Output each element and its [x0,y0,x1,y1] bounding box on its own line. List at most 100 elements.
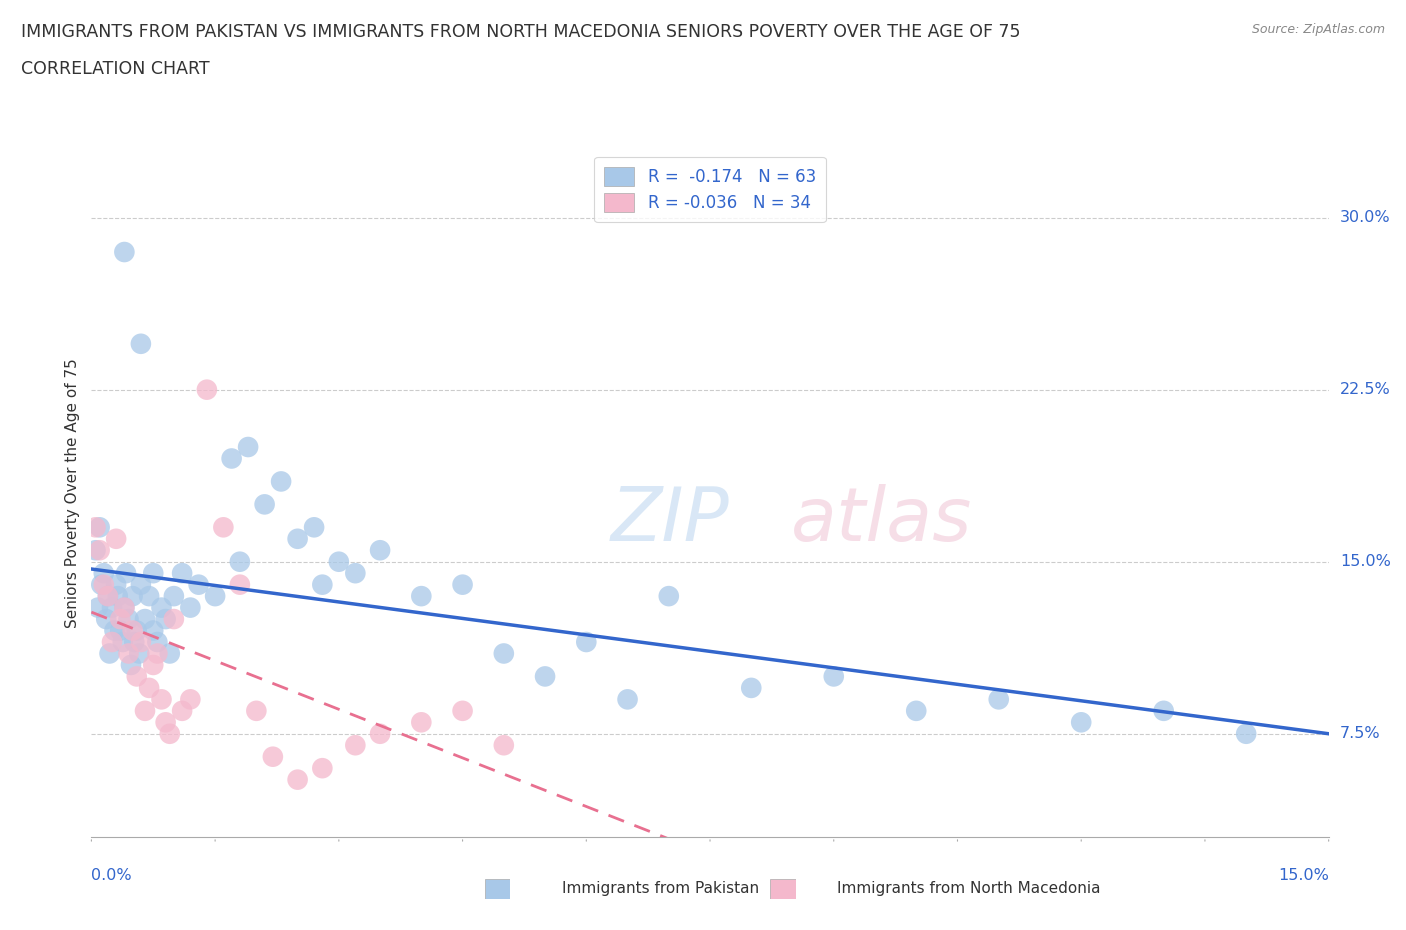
Point [97,589,120,604]
Point [155,715,177,730]
Point [368,726,391,741]
Point [142,565,165,580]
Point [112,600,135,615]
Point [328,554,350,569]
Point [93,565,115,580]
Point [89,520,111,535]
Point [492,646,515,661]
Point [112,245,135,259]
Point [128,646,150,661]
Point [98,646,121,661]
Point [146,634,169,649]
Point [84,520,107,535]
Text: 22.5%: 22.5% [1340,382,1391,397]
Point [159,726,181,741]
Point [229,578,252,592]
Point [311,578,333,592]
Point [1070,715,1092,730]
Point [163,612,186,627]
Point [129,337,152,352]
Point [270,474,292,489]
Point [179,600,201,615]
Point [124,634,146,649]
Point [204,589,226,604]
Point [90,578,112,592]
Point [107,589,129,604]
Point [616,692,638,707]
Point [740,681,762,696]
Text: Source: ZipAtlas.com: Source: ZipAtlas.com [1251,23,1385,36]
Point [253,497,276,512]
Text: 15.0%: 15.0% [1340,554,1391,569]
Point [287,772,309,787]
Point [96,612,118,627]
Point [111,634,134,649]
Point [411,715,433,730]
Point [110,612,132,627]
Text: CORRELATION CHART: CORRELATION CHART [21,60,209,78]
Point [187,578,209,592]
Point [120,658,142,672]
Point [229,554,252,569]
Point [129,634,152,649]
Text: 30.0%: 30.0% [1340,210,1391,225]
Point [172,565,194,580]
Point [1153,703,1175,718]
Point [89,543,111,558]
Point [115,565,138,580]
Point [117,612,139,627]
Point [125,623,148,638]
Point [245,703,267,718]
Point [195,382,218,397]
Point [823,669,845,684]
Point [110,623,132,638]
Point [112,600,135,615]
Text: Immigrants from Pakistan: Immigrants from Pakistan [562,881,759,896]
Y-axis label: Seniors Poverty Over the Age of 75: Seniors Poverty Over the Age of 75 [65,358,80,628]
Point [905,703,928,718]
Point [125,669,148,684]
Point [138,681,160,696]
Point [163,589,186,604]
Point [150,600,173,615]
Text: Immigrants from North Macedonia: Immigrants from North Macedonia [837,881,1099,896]
Point [103,623,125,638]
Point [93,578,115,592]
Text: 15.0%: 15.0% [1278,868,1329,883]
Point [105,531,128,546]
Point [658,589,681,604]
Point [138,589,160,604]
Point [117,646,139,661]
Point [101,634,124,649]
Point [311,761,333,776]
Point [262,750,284,764]
Text: 0.0%: 0.0% [91,868,132,883]
Point [142,658,165,672]
Point [287,531,309,546]
Point [534,669,557,684]
Text: atlas: atlas [790,485,972,556]
Point [451,703,474,718]
Point [236,440,259,455]
Point [212,520,235,535]
Point [129,578,152,592]
Point [172,703,194,718]
Point [221,451,243,466]
Point [121,623,143,638]
Point [344,565,367,580]
Point [451,578,474,592]
Point [179,692,201,707]
Point [492,737,515,752]
Point [344,737,367,752]
Point [121,589,143,604]
Point [159,646,181,661]
Point [1234,726,1257,741]
Point [368,543,391,558]
Point [146,646,169,661]
Point [987,692,1010,707]
Legend: R =  -0.174   N = 63, R = -0.036   N = 34: R = -0.174 N = 63, R = -0.036 N = 34 [595,157,825,222]
Point [142,623,165,638]
Point [101,600,124,615]
Text: 7.5%: 7.5% [1340,726,1381,741]
Point [134,612,156,627]
